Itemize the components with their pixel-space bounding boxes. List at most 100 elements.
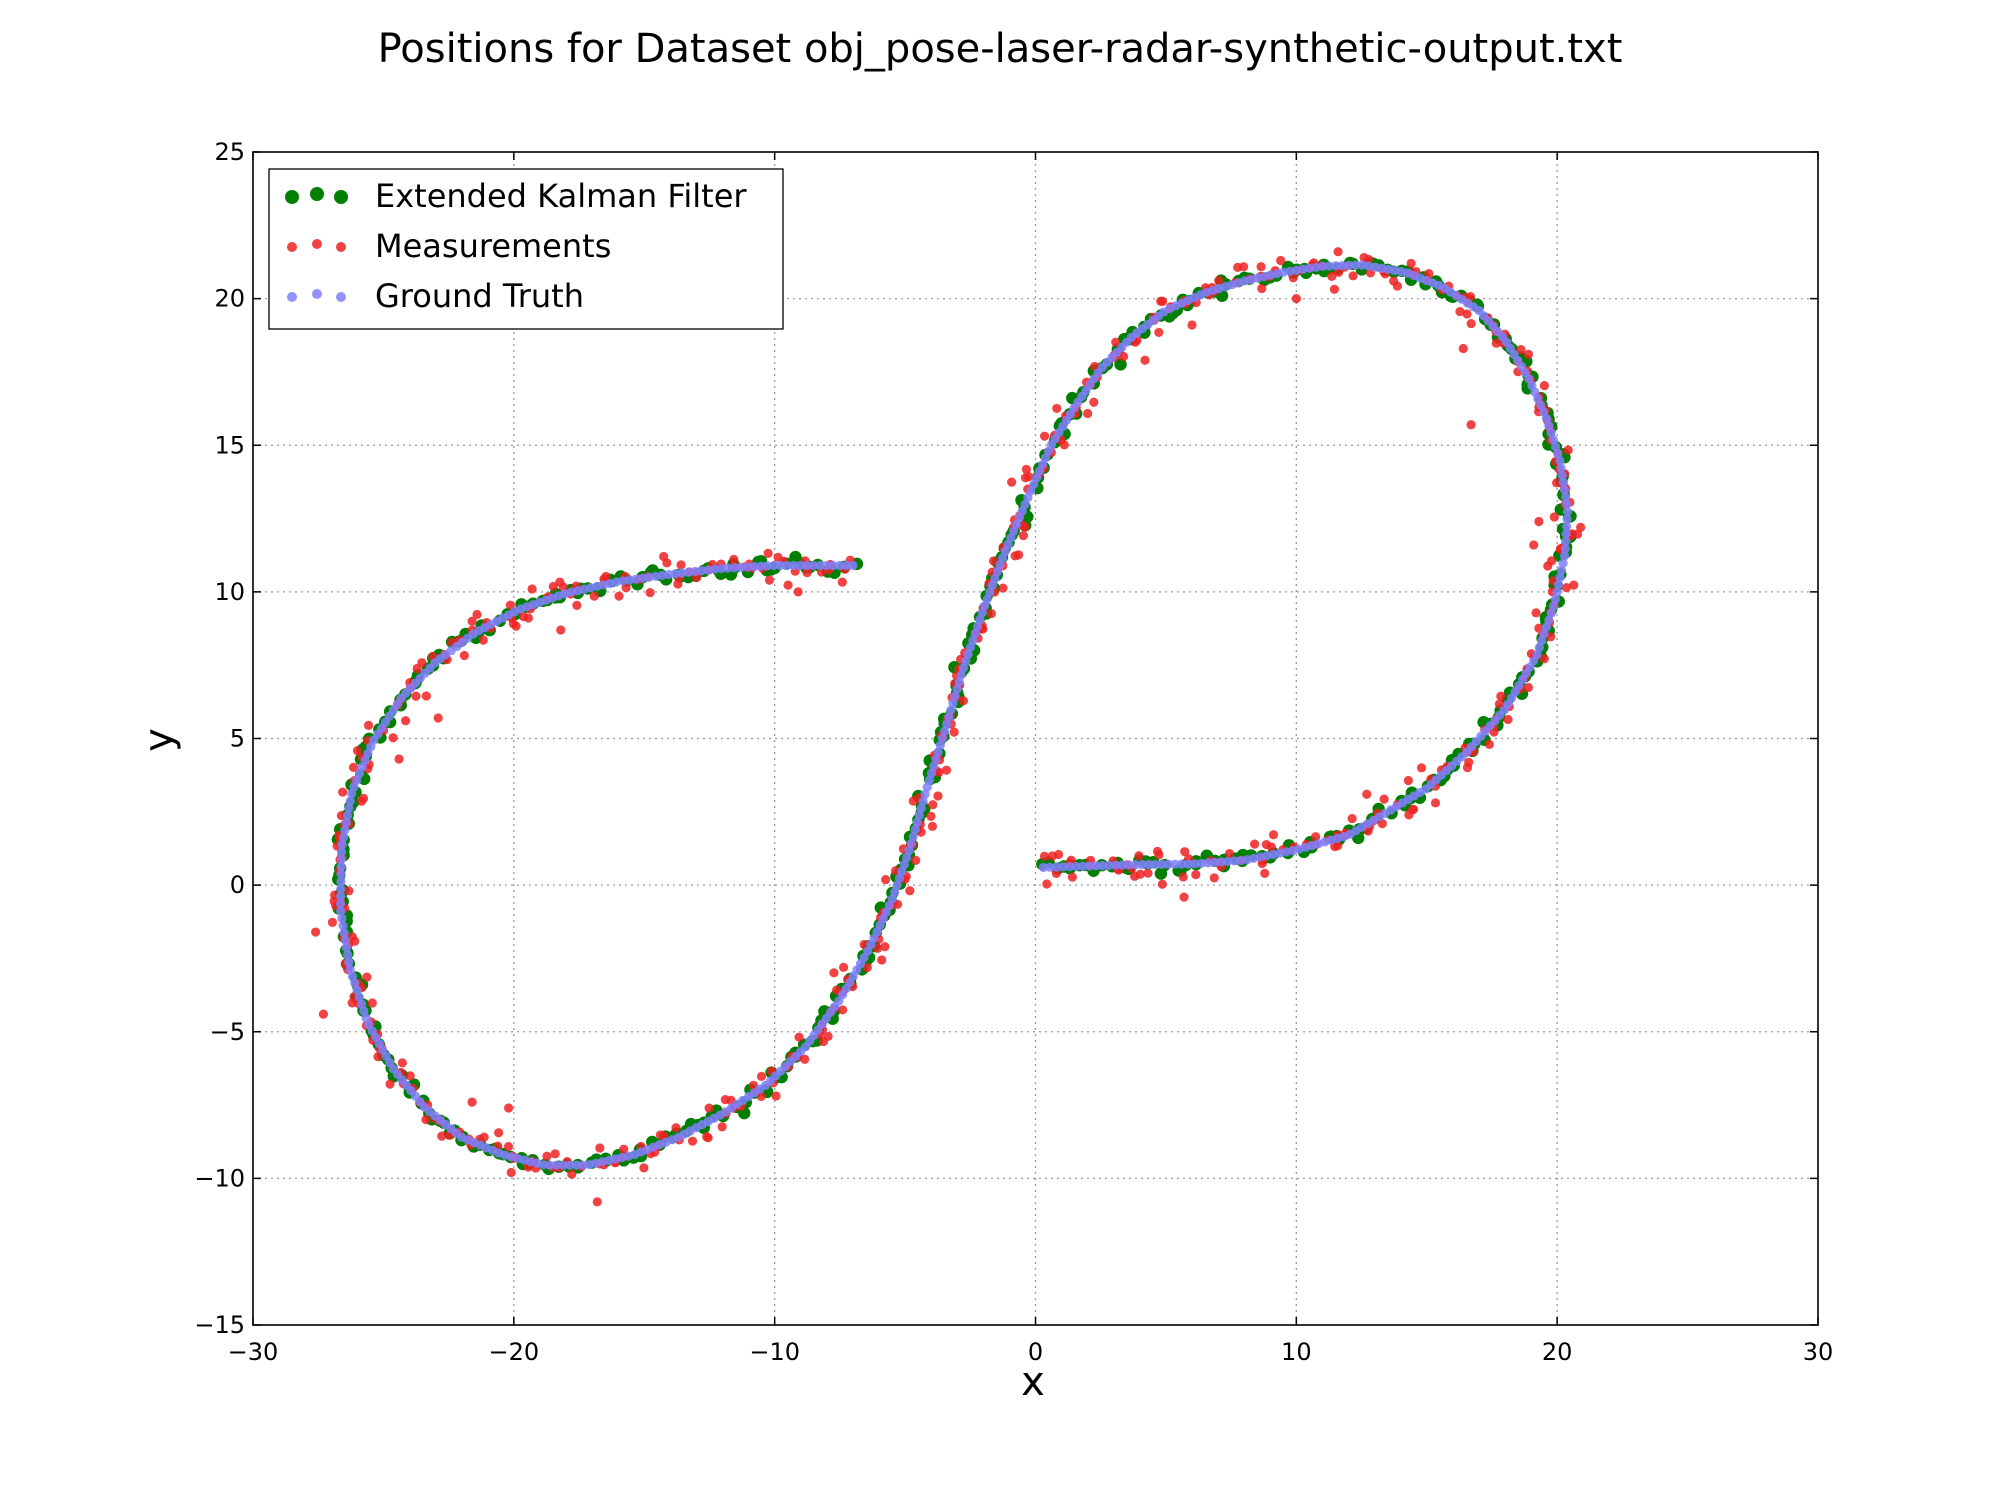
ground-truth-point (345, 796, 355, 806)
measurement-point (478, 635, 488, 645)
measurement-point (388, 733, 398, 743)
ground-truth-point (1190, 859, 1200, 869)
measurement-point (1551, 478, 1562, 488)
ground-truth-point (1324, 261, 1334, 271)
measurement-point (467, 1097, 477, 1107)
measurement-point (1291, 294, 1301, 304)
measurement-point (1154, 327, 1164, 338)
x-tick-label: −30 (228, 1338, 279, 1366)
measurement-point (1534, 516, 1544, 527)
ground-truth-point (1150, 859, 1160, 870)
measurement-point (1067, 872, 1078, 882)
ground-truth-point (1548, 434, 1558, 445)
measurement-point (1311, 832, 1321, 842)
ground-truth-point (1091, 861, 1101, 871)
ground-truth-point (977, 608, 987, 618)
measurement-point (1214, 276, 1224, 286)
measurement-point (1329, 284, 1340, 294)
measurement-point (1154, 850, 1164, 860)
ground-truth-point (795, 560, 805, 571)
measurement-point (933, 791, 943, 801)
ground-truth-point (1537, 636, 1547, 646)
measurement-point (550, 1149, 560, 1159)
measurement-point (911, 855, 921, 866)
measurement-point (542, 1151, 552, 1161)
ground-truth-point (972, 621, 983, 632)
measurement-point (1209, 873, 1219, 883)
ground-truth-point (1163, 859, 1174, 869)
ground-truth-point (336, 884, 346, 894)
ground-truth-point (1071, 861, 1081, 872)
ground-truth-point (906, 839, 916, 849)
ground-truth-point (944, 712, 954, 722)
measurement-point (459, 650, 469, 661)
measurement-point (401, 716, 411, 726)
measurement-point (1379, 794, 1389, 804)
ground-truth-point (841, 560, 851, 571)
ground-truth-point (1562, 499, 1572, 509)
measurement-point (927, 821, 938, 831)
ground-truth-point (914, 810, 924, 820)
measurement-point (472, 609, 482, 620)
legend-marker-measurement (312, 239, 322, 249)
ground-truth-point (954, 677, 964, 687)
ground-truth-point (1216, 857, 1226, 867)
ground-truth-point (1196, 858, 1206, 868)
x-tick-label: −20 (489, 1338, 540, 1366)
ground-truth-point (835, 560, 845, 571)
ground-truth-point (1552, 587, 1562, 597)
measurement-point (344, 886, 354, 896)
measurement-point (1563, 445, 1573, 455)
ground-truth-point (336, 876, 346, 887)
ground-truth-point (756, 561, 766, 571)
measurement-point (1408, 805, 1418, 815)
ground-truth-point (336, 847, 347, 857)
ground-truth-point (335, 899, 346, 909)
measurement-point (1040, 431, 1050, 441)
ground-truth-point (1183, 859, 1193, 869)
ground-truth-point (894, 873, 905, 883)
ground-truth-point (929, 761, 939, 771)
measurement-point (1143, 868, 1153, 878)
measurement-point (838, 1005, 848, 1015)
measurement-point (949, 727, 959, 737)
ekf-point (1114, 358, 1127, 371)
ground-truth-point (1209, 857, 1220, 867)
ground-truth-point (948, 698, 958, 708)
ground-truth-point (1555, 572, 1565, 583)
measurement-point (764, 575, 775, 585)
y-tick-label: 0 (230, 871, 245, 899)
measurement-point (1157, 879, 1167, 889)
ground-truth-point (802, 560, 812, 571)
measurement-point (589, 591, 599, 601)
ground-truth-point (749, 562, 759, 572)
x-tick-label: 20 (1542, 1338, 1573, 1366)
ground-truth-point (1560, 543, 1570, 554)
measurement-point (1018, 530, 1029, 541)
ground-truth-point (336, 862, 346, 872)
ground-truth-point (950, 691, 960, 701)
measurement-point (794, 1032, 804, 1042)
measurement-point (614, 591, 624, 601)
ground-truth-point (347, 971, 358, 981)
ground-truth-point (935, 740, 945, 750)
x-tick-label: −10 (749, 1338, 800, 1366)
ground-truth-point (552, 1160, 562, 1170)
y-tick-label: 25 (214, 138, 245, 166)
measurement-point (763, 548, 773, 558)
measurement-point (437, 1131, 447, 1141)
ground-truth-point (892, 880, 902, 890)
measurement-point (1430, 798, 1441, 808)
ground-truth-point (558, 1160, 568, 1170)
ground-truth-point (1104, 860, 1114, 871)
measurement-point (1158, 296, 1168, 307)
ground-truth-point (931, 754, 941, 764)
measurement-point (793, 587, 803, 597)
measurement-point (958, 696, 969, 706)
measurement-point (1257, 283, 1267, 294)
y-tick-label: −5 (210, 1018, 245, 1046)
ground-truth-point (961, 656, 971, 666)
legend-marker-ground-truth (336, 292, 346, 302)
ground-truth-point (359, 1006, 369, 1016)
measurement-point (1561, 582, 1572, 593)
